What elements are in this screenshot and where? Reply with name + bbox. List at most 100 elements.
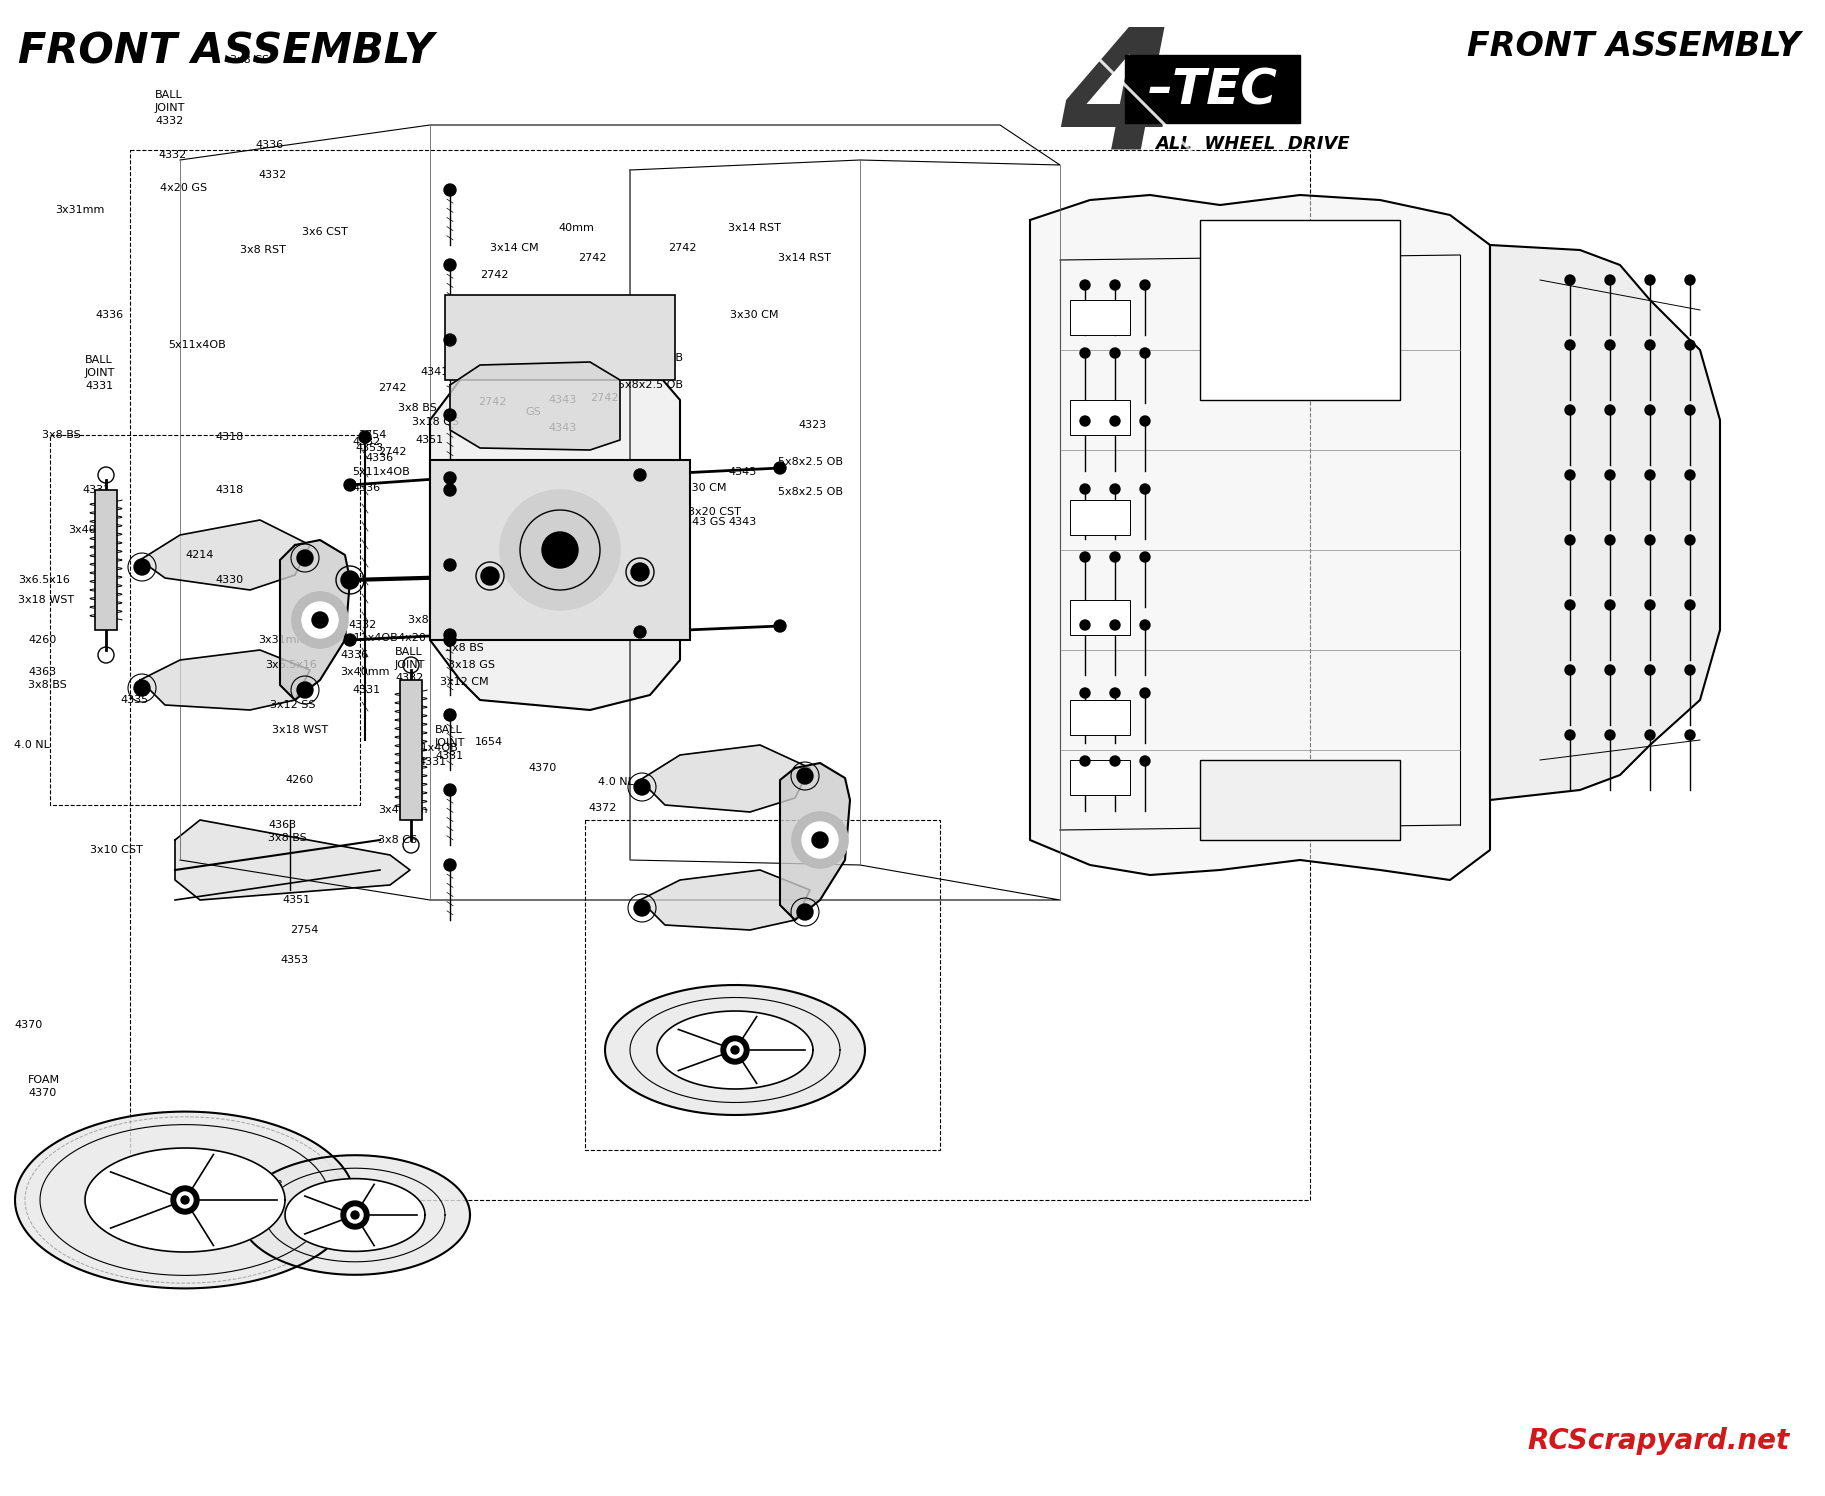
Polygon shape xyxy=(141,649,310,711)
Polygon shape xyxy=(431,350,681,711)
Circle shape xyxy=(774,462,787,474)
Circle shape xyxy=(633,470,646,482)
Text: 4336: 4336 xyxy=(352,483,380,494)
Text: 3x8 BS: 3x8 BS xyxy=(445,643,484,652)
Circle shape xyxy=(631,562,650,580)
Text: 4330: 4330 xyxy=(215,574,243,585)
Circle shape xyxy=(297,551,314,565)
Circle shape xyxy=(443,628,456,640)
Circle shape xyxy=(1566,536,1575,545)
Text: 3x8 BS: 3x8 BS xyxy=(548,503,588,513)
Polygon shape xyxy=(1489,245,1719,800)
Circle shape xyxy=(443,560,456,571)
Circle shape xyxy=(350,1210,360,1219)
Text: 5x8x2.5 OB: 5x8x2.5 OB xyxy=(777,488,843,497)
Circle shape xyxy=(1141,619,1150,630)
Circle shape xyxy=(1644,536,1655,545)
Text: 2742: 2742 xyxy=(668,242,697,253)
Circle shape xyxy=(1566,730,1575,741)
Text: 4363: 4363 xyxy=(27,667,57,678)
Text: 4336: 4336 xyxy=(365,453,392,462)
Text: 3x8 BS: 3x8 BS xyxy=(27,681,68,690)
Text: 3x6.5x16: 3x6.5x16 xyxy=(265,660,318,670)
Text: 4370: 4370 xyxy=(15,1020,42,1031)
Circle shape xyxy=(1080,688,1090,699)
Circle shape xyxy=(1110,280,1121,290)
Text: 4332: 4332 xyxy=(257,171,287,180)
Text: 3x18 GS: 3x18 GS xyxy=(447,660,495,670)
Circle shape xyxy=(1141,416,1150,426)
Circle shape xyxy=(1141,485,1150,494)
Text: FRONT ASSEMBLY: FRONT ASSEMBLY xyxy=(18,30,434,72)
Circle shape xyxy=(1684,405,1695,414)
Circle shape xyxy=(1644,666,1655,675)
Text: 2742: 2742 xyxy=(579,253,606,263)
Text: 4335: 4335 xyxy=(120,696,148,705)
Text: 4341: 4341 xyxy=(420,367,449,377)
Text: 4353: 4353 xyxy=(356,443,383,453)
Circle shape xyxy=(1644,275,1655,286)
Circle shape xyxy=(443,259,456,271)
Text: 4343: 4343 xyxy=(509,340,538,350)
Text: 2754: 2754 xyxy=(290,925,318,935)
Circle shape xyxy=(292,592,349,648)
Text: 4x20 GS: 4x20 GS xyxy=(161,183,206,193)
Text: 4260: 4260 xyxy=(27,634,57,645)
Circle shape xyxy=(343,634,356,646)
Circle shape xyxy=(301,601,338,637)
Polygon shape xyxy=(86,1147,285,1252)
Polygon shape xyxy=(451,362,620,450)
Circle shape xyxy=(1110,416,1121,426)
Bar xyxy=(95,491,117,630)
Circle shape xyxy=(1684,536,1695,545)
Text: 4: 4 xyxy=(1060,19,1175,183)
Circle shape xyxy=(297,682,314,699)
Polygon shape xyxy=(1029,194,1489,880)
Circle shape xyxy=(1141,688,1150,699)
Circle shape xyxy=(1080,349,1090,358)
Circle shape xyxy=(133,560,150,574)
Circle shape xyxy=(443,709,456,721)
Bar xyxy=(1069,700,1130,735)
Text: 4332: 4332 xyxy=(394,673,423,684)
Circle shape xyxy=(801,821,838,859)
Circle shape xyxy=(1604,470,1615,480)
Bar xyxy=(1069,301,1130,335)
Text: 3x40mm: 3x40mm xyxy=(339,667,389,678)
Text: 3x12 SS: 3x12 SS xyxy=(270,700,316,711)
Text: 2754: 2754 xyxy=(358,429,387,440)
Circle shape xyxy=(1684,470,1695,480)
Circle shape xyxy=(1141,552,1150,562)
Circle shape xyxy=(1684,666,1695,675)
Circle shape xyxy=(1644,340,1655,350)
Text: 4343: 4343 xyxy=(548,395,577,405)
Text: 4370: 4370 xyxy=(27,1088,57,1098)
Text: 5x11x4OB: 5x11x4OB xyxy=(352,467,411,477)
Circle shape xyxy=(1141,349,1150,358)
Text: 3x6 CST: 3x6 CST xyxy=(301,227,349,236)
Circle shape xyxy=(1080,619,1090,630)
Text: 4343 GS: 4343 GS xyxy=(679,518,726,527)
Text: 2742: 2742 xyxy=(378,447,407,456)
Text: 4336: 4336 xyxy=(339,649,369,660)
Circle shape xyxy=(1684,340,1695,350)
Text: 4332: 4332 xyxy=(155,117,182,126)
Text: 3x8 CS: 3x8 CS xyxy=(409,615,447,625)
Bar xyxy=(1201,760,1400,839)
Text: 4363: 4363 xyxy=(268,820,296,830)
Circle shape xyxy=(1604,600,1615,610)
Text: 3x6.5x16: 3x6.5x16 xyxy=(18,574,69,585)
Circle shape xyxy=(1141,280,1150,290)
Circle shape xyxy=(1684,730,1695,741)
Polygon shape xyxy=(641,871,810,931)
Bar xyxy=(1069,760,1130,794)
Text: 3x40mm: 3x40mm xyxy=(378,805,427,815)
Bar xyxy=(130,150,1310,1200)
Text: FRONT ASSEMBLY: FRONT ASSEMBLY xyxy=(1467,30,1799,63)
Bar xyxy=(49,435,360,805)
Text: 4370: 4370 xyxy=(527,763,557,773)
Circle shape xyxy=(1644,730,1655,741)
Circle shape xyxy=(1110,619,1121,630)
Polygon shape xyxy=(606,984,865,1115)
Text: 3x12 CM: 3x12 CM xyxy=(558,483,606,494)
